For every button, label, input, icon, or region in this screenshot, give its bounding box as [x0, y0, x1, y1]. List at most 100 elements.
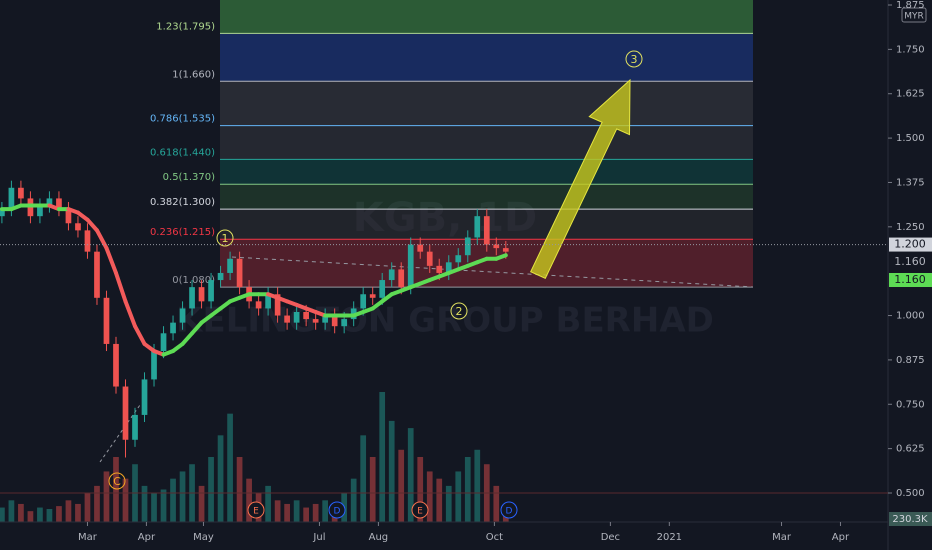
candle-body: [379, 280, 386, 298]
candle-body: [217, 272, 224, 281]
volume-bar: [464, 457, 471, 522]
candle-body: [113, 343, 119, 387]
x-tick-label: May: [193, 532, 214, 543]
candle-body: [474, 216, 481, 238]
candle-body: [151, 351, 157, 380]
candle-body: [455, 255, 462, 263]
volume-bar: [303, 507, 309, 522]
candle-body: [274, 294, 281, 316]
event-label: E: [253, 507, 259, 517]
y-tick-label: 1.000: [896, 311, 925, 322]
ma-segment: [190, 320, 204, 336]
y-tick-label: 0.500: [896, 488, 925, 499]
volume-bar: [94, 485, 100, 522]
candle-body: [398, 269, 405, 288]
candle-body: [483, 216, 490, 245]
ma-segment: [94, 228, 109, 251]
volume-bar: [360, 435, 367, 522]
volume-bar: [8, 500, 15, 522]
candle-body: [493, 244, 500, 249]
candle-body: [502, 248, 509, 252]
candle-body: [388, 269, 395, 281]
candle-body: [65, 209, 72, 224]
x-tick-label: Mar: [78, 532, 98, 543]
volume-tag: 230.3K: [892, 514, 928, 525]
volume-bar: [312, 503, 319, 522]
fib-label: 0.786(1.535): [150, 114, 215, 125]
volume-bar: [113, 457, 119, 522]
candle-body: [46, 198, 53, 206]
volume-bar: [122, 478, 129, 522]
volume-bar: [284, 503, 290, 522]
candle-body: [160, 333, 167, 352]
volume-bar: [217, 435, 224, 522]
ma-segment: [113, 270, 128, 304]
volume-bar: [445, 485, 452, 522]
axes: 0.500 0.625 0.750 0.875 1.000 1.250 1.375 1.500…: [78, 0, 932, 543]
wave-label: C: [113, 475, 121, 488]
candle-body: [84, 230, 91, 252]
volume-bar: [141, 485, 148, 522]
volume-bar: [208, 457, 214, 522]
candle-body: [464, 237, 471, 256]
candle-body: [0, 209, 5, 217]
x-tick-label: Apr: [138, 532, 156, 543]
candle-body: [103, 297, 110, 344]
candle-body: [417, 244, 424, 252]
candle-body: [407, 244, 414, 288]
fib-label: 0.382(1.300): [150, 197, 215, 208]
volume-bar: [398, 449, 405, 522]
wave-marker: [108, 472, 126, 490]
candle-body: [198, 287, 205, 302]
volume-bar: [417, 457, 424, 522]
volume-bar: [160, 489, 167, 522]
fib-band: [220, 0, 753, 34]
trend-line: [231, 256, 754, 288]
x-tick-label: Mar: [772, 532, 792, 543]
watermark-symbol: KGB, 1D: [353, 195, 537, 241]
ma-tag-box: [889, 273, 932, 287]
volume-bar: [236, 457, 243, 522]
volume-bar: [0, 507, 5, 522]
price-tag: 1.160: [894, 255, 926, 268]
volume-bar: [407, 428, 414, 522]
volume-bar: [56, 506, 62, 522]
candle-body: [56, 198, 62, 210]
volume-bar: [265, 485, 271, 522]
volume-bar: [37, 507, 43, 522]
y-tick-label: 1.500: [896, 133, 925, 144]
fib-band: [220, 184, 753, 210]
y-tick-label: 0.750: [896, 399, 925, 410]
volume-bar: [322, 500, 329, 522]
volume-bar: [379, 392, 386, 522]
price-tag-box: [889, 237, 932, 252]
candle-body: [426, 251, 433, 266]
volume-bar: [246, 478, 252, 522]
y-tick-label: 1.875: [896, 0, 925, 11]
ma-tag: 1.160: [894, 273, 926, 286]
volume-bar: [18, 503, 24, 522]
volume-bar: [46, 509, 53, 522]
candle-body: [293, 311, 300, 323]
fib-label: 0.5(1.370): [163, 172, 215, 183]
fib-label: 0(1.080): [172, 275, 215, 286]
candle-body: [360, 294, 367, 309]
wave-label: 3: [631, 53, 638, 66]
currency: MYR: [904, 12, 924, 22]
y-tick-label: 0.625: [896, 444, 925, 455]
fib-band: [220, 33, 753, 82]
candle-body: [122, 386, 129, 440]
candle-body: [189, 287, 195, 309]
y-tick-label: 1.375: [896, 177, 925, 188]
ma-segment: [494, 253, 508, 261]
fib-label: 1.23(1.795): [156, 21, 215, 32]
volume-bar: [151, 493, 157, 522]
volume-bar: [350, 478, 357, 522]
ma-segment: [104, 246, 118, 275]
event-marker: [411, 501, 429, 519]
moving-average: [0, 203, 508, 357]
x-tick-label: Oct: [486, 532, 503, 543]
x-tick-label: Aug: [369, 532, 389, 543]
candle-body: [94, 251, 100, 298]
